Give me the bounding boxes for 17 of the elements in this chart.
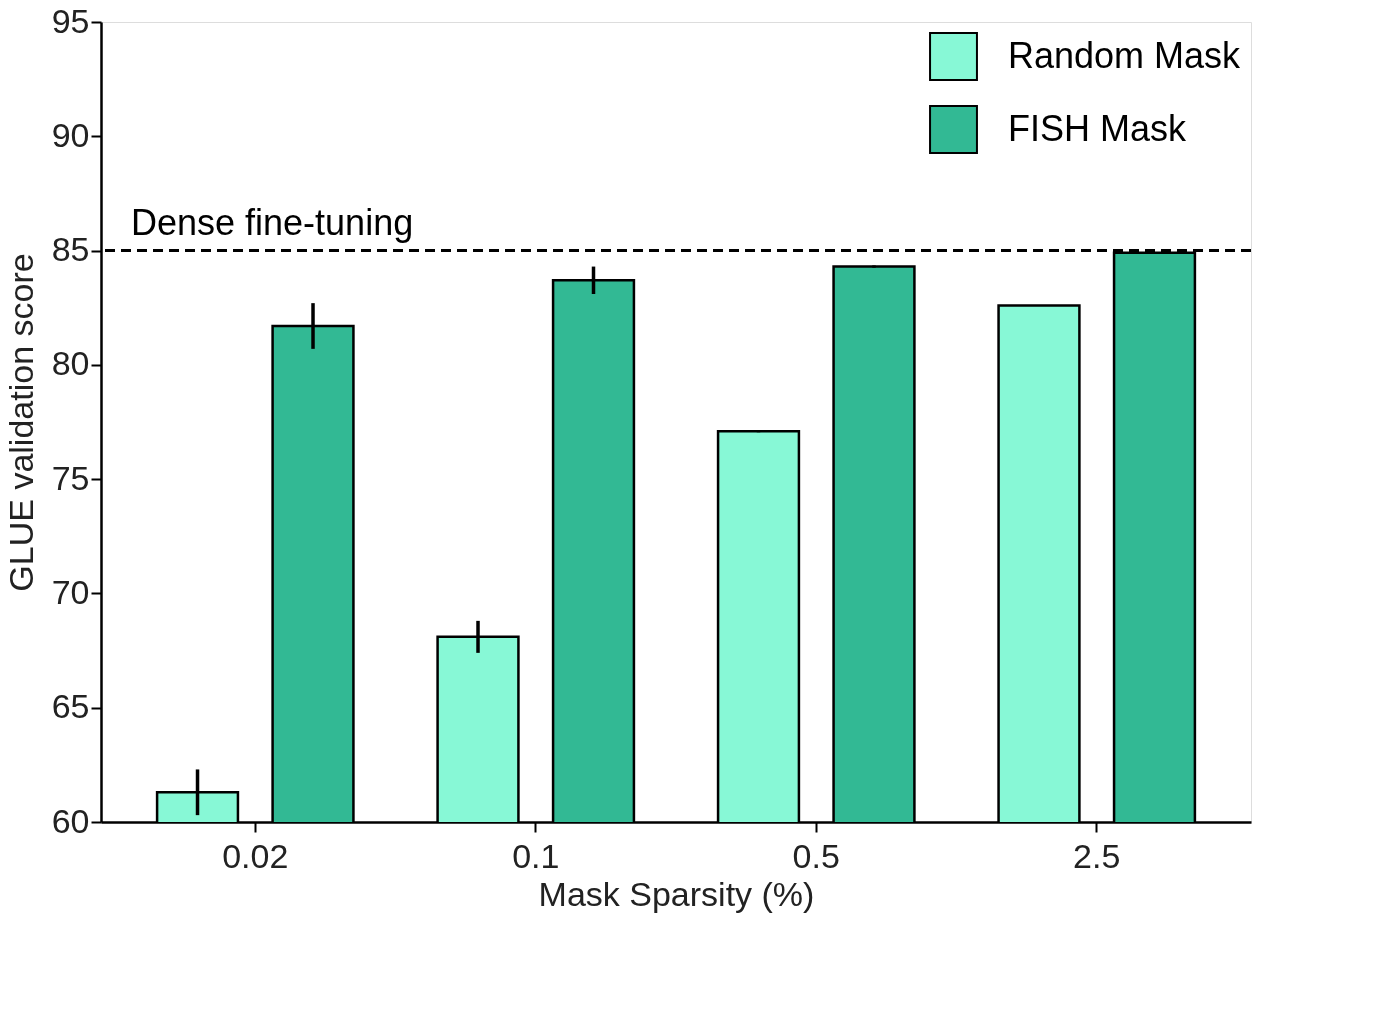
y-tick-label: 95 (51, 1, 90, 40)
x-axis-title: Mask Sparsity (%) (538, 874, 815, 913)
ref-line-label: Dense fine-tuning (131, 201, 414, 243)
x-tick-label: 0.1 (512, 836, 560, 875)
y-tick-label: 60 (51, 801, 90, 840)
y-tick-label: 70 (51, 572, 90, 611)
y-tick-label: 85 (51, 230, 90, 269)
x-tick-label: 0.5 (792, 836, 840, 875)
legend-label: Random Mask (1008, 34, 1242, 76)
legend-label: FISH Mask (1008, 107, 1188, 149)
x-tick-label: 2.5 (1073, 836, 1121, 875)
x-tick-label: 0.02 (222, 836, 289, 875)
y-axis-title: GLUE validation score (1, 253, 40, 592)
y-tick-label: 75 (51, 458, 90, 497)
y-tick-label: 80 (51, 344, 90, 383)
y-tick-label: 90 (51, 115, 90, 154)
y-tick-label: 65 (51, 687, 90, 726)
